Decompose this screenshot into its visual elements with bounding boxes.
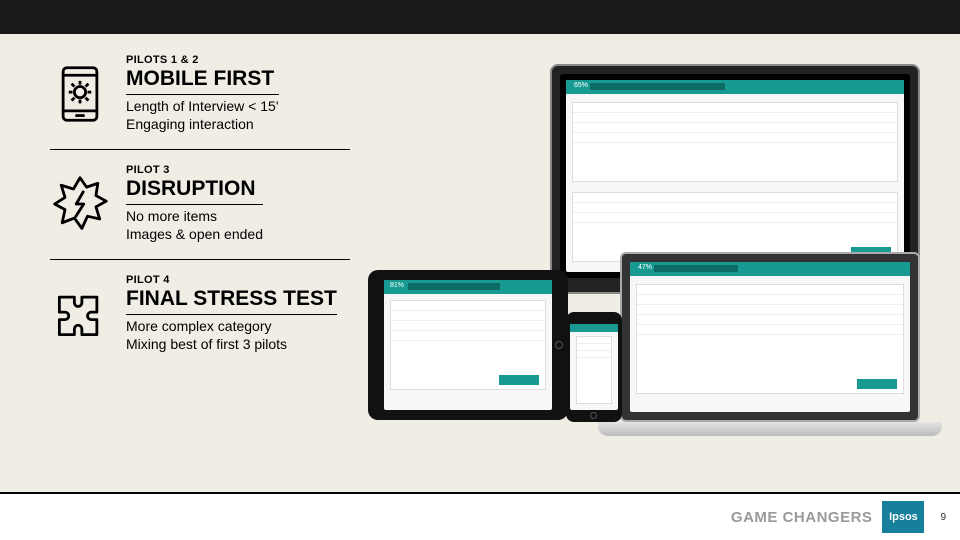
tablet: 81% bbox=[368, 270, 568, 420]
page-number: 9 bbox=[940, 512, 946, 523]
section-subtitle: PILOT 4 bbox=[126, 274, 337, 286]
device-imagery: 65% 47% bbox=[360, 54, 960, 482]
left-column: PILOTS 1 & 2 MOBILE FIRST Length of Inte… bbox=[50, 54, 360, 482]
tagline: GAME CHANGERS bbox=[731, 509, 873, 526]
ipsos-logo: Ipsos bbox=[882, 501, 924, 533]
section-desc: No more items Images & open ended bbox=[126, 204, 263, 243]
section-subtitle: PILOT 3 bbox=[126, 164, 263, 176]
section-mobile-first: PILOTS 1 & 2 MOBILE FIRST Length of Inte… bbox=[50, 54, 360, 133]
section-disruption: PILOT 3 DISRUPTION No more items Images … bbox=[50, 164, 360, 243]
divider bbox=[50, 149, 350, 150]
burst-bolt-icon bbox=[50, 174, 110, 234]
section-desc: More complex category Mixing best of fir… bbox=[126, 314, 337, 353]
smartphone bbox=[566, 312, 622, 422]
section-subtitle: PILOTS 1 & 2 bbox=[126, 54, 279, 66]
section-title: DISRUPTION bbox=[126, 177, 263, 201]
divider bbox=[50, 259, 350, 260]
top-bar bbox=[0, 0, 960, 34]
laptop: 47% bbox=[620, 252, 920, 422]
main-content: PILOTS 1 & 2 MOBILE FIRST Length of Inte… bbox=[0, 34, 960, 492]
laptop-base bbox=[598, 422, 942, 436]
section-final-stress-test: PILOT 4 FINAL STRESS TEST More complex c… bbox=[50, 274, 360, 353]
footer: GAME CHANGERS Ipsos 9 bbox=[0, 492, 960, 540]
mobile-gear-icon bbox=[50, 64, 110, 124]
section-title: MOBILE FIRST bbox=[126, 67, 279, 91]
section-title: FINAL STRESS TEST bbox=[126, 287, 337, 311]
puzzle-icon bbox=[50, 284, 110, 344]
section-desc: Length of Interview < 15' Engaging inter… bbox=[126, 94, 279, 133]
